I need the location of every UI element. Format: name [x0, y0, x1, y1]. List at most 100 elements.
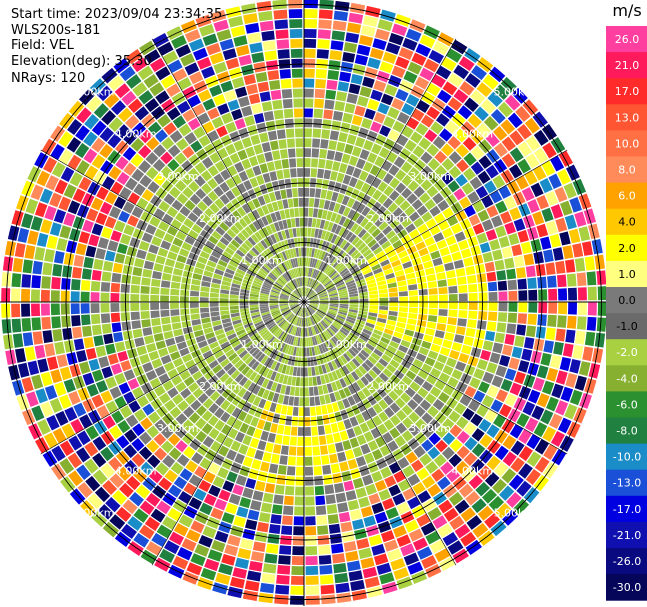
velocity-gate — [173, 476, 188, 490]
azimuth-spoke — [40, 149, 305, 303]
velocity-gate — [487, 311, 498, 322]
velocity-gate — [51, 445, 66, 462]
velocity-gate — [241, 365, 251, 376]
velocity-gate — [304, 307, 308, 317]
velocity-gate — [309, 302, 319, 305]
velocity-gate — [192, 370, 203, 381]
velocity-gate — [162, 454, 176, 468]
velocity-gate — [324, 281, 333, 288]
velocity-gate — [509, 424, 524, 439]
velocity-gate — [162, 213, 174, 225]
velocity-gate — [307, 306, 313, 315]
velocity-gate — [319, 564, 333, 575]
velocity-gate — [504, 334, 515, 346]
velocity-gate — [413, 186, 426, 198]
velocity-gate — [86, 383, 99, 397]
velocity-gate — [284, 385, 291, 396]
velocity-gate — [298, 407, 304, 417]
velocity-gate — [449, 515, 465, 531]
velocity-gate — [305, 595, 320, 605]
velocity-gate — [312, 208, 319, 218]
velocity-gate — [228, 260, 239, 268]
velocity-gate — [258, 365, 267, 375]
velocity-gate — [374, 479, 387, 492]
velocity-gate — [429, 302, 438, 309]
velocity-gate — [69, 488, 86, 505]
velocity-gate — [349, 299, 359, 302]
velocity-gate — [122, 330, 133, 341]
velocity-gate — [130, 138, 145, 152]
velocity-gate — [218, 489, 231, 502]
velocity-gate — [188, 252, 199, 261]
velocity-gate — [138, 446, 153, 460]
velocity-gate — [167, 368, 179, 379]
velocity-gate — [304, 317, 307, 327]
velocity-gate — [426, 321, 437, 330]
velocity-gate — [250, 500, 262, 511]
velocity-gate — [73, 375, 86, 390]
velocity-gate — [358, 34, 374, 47]
velocity-gate — [281, 290, 290, 296]
velocity-gate — [490, 215, 503, 228]
velocity-gate — [200, 170, 213, 182]
velocity-gate — [528, 302, 538, 313]
velocity-gate — [443, 507, 459, 522]
velocity-gate — [530, 239, 542, 252]
velocity-gate — [166, 225, 178, 237]
velocity-gate — [231, 407, 242, 418]
velocity-gate — [304, 367, 308, 377]
velocity-gate — [325, 265, 332, 275]
velocity-gate — [462, 408, 475, 421]
velocity-gate — [396, 502, 410, 515]
velocity-gate — [43, 157, 58, 174]
velocity-gate — [346, 220, 355, 231]
velocity-gate — [227, 586, 243, 599]
velocity-gate — [180, 387, 192, 399]
velocity-gate — [232, 210, 242, 221]
velocity-gate — [42, 262, 53, 276]
velocity-gate — [291, 280, 297, 289]
velocity-gate — [542, 142, 557, 159]
velocity-gate — [326, 150, 336, 160]
velocity-gate — [465, 73, 481, 88]
velocity-gate — [342, 112, 353, 124]
velocity-gate — [537, 314, 547, 326]
velocity-gate — [295, 476, 304, 486]
velocity-gate — [260, 355, 269, 365]
velocity-gate — [384, 475, 397, 488]
velocity-gate — [559, 200, 573, 216]
velocity-gate — [508, 474, 524, 491]
velocity-gate — [218, 521, 232, 534]
velocity-gate — [514, 335, 525, 348]
velocity-gate — [162, 412, 175, 425]
velocity-gate — [80, 303, 90, 314]
velocity-gate — [305, 536, 317, 546]
velocity-gate — [587, 302, 597, 316]
velocity-gate — [357, 313, 367, 319]
velocity-gate — [241, 313, 251, 319]
velocity-gate — [584, 378, 597, 394]
velocity-gate — [238, 376, 248, 387]
velocity-gate — [283, 425, 291, 436]
velocity-gate — [307, 227, 312, 237]
velocity-gate — [347, 246, 357, 256]
velocity-gate — [186, 562, 203, 576]
velocity-gate — [429, 225, 441, 236]
velocity-gate — [293, 326, 298, 336]
velocity-gate — [466, 274, 477, 284]
velocity-gate — [400, 543, 416, 557]
velocity-gate — [477, 505, 494, 521]
velocity-gate — [282, 98, 293, 109]
velocity-gate — [359, 334, 369, 343]
velocity-gate — [318, 272, 325, 281]
velocity-gate — [180, 53, 196, 67]
velocity-gate — [206, 516, 220, 530]
velocity-gate — [180, 302, 189, 309]
velocity-gate — [578, 361, 591, 377]
velocity-gate — [234, 325, 245, 333]
velocity-gate — [331, 360, 338, 370]
velocity-gate — [445, 194, 458, 206]
velocity-gate — [412, 145, 425, 158]
velocity-gate — [320, 230, 327, 240]
velocity-gate — [428, 432, 441, 446]
